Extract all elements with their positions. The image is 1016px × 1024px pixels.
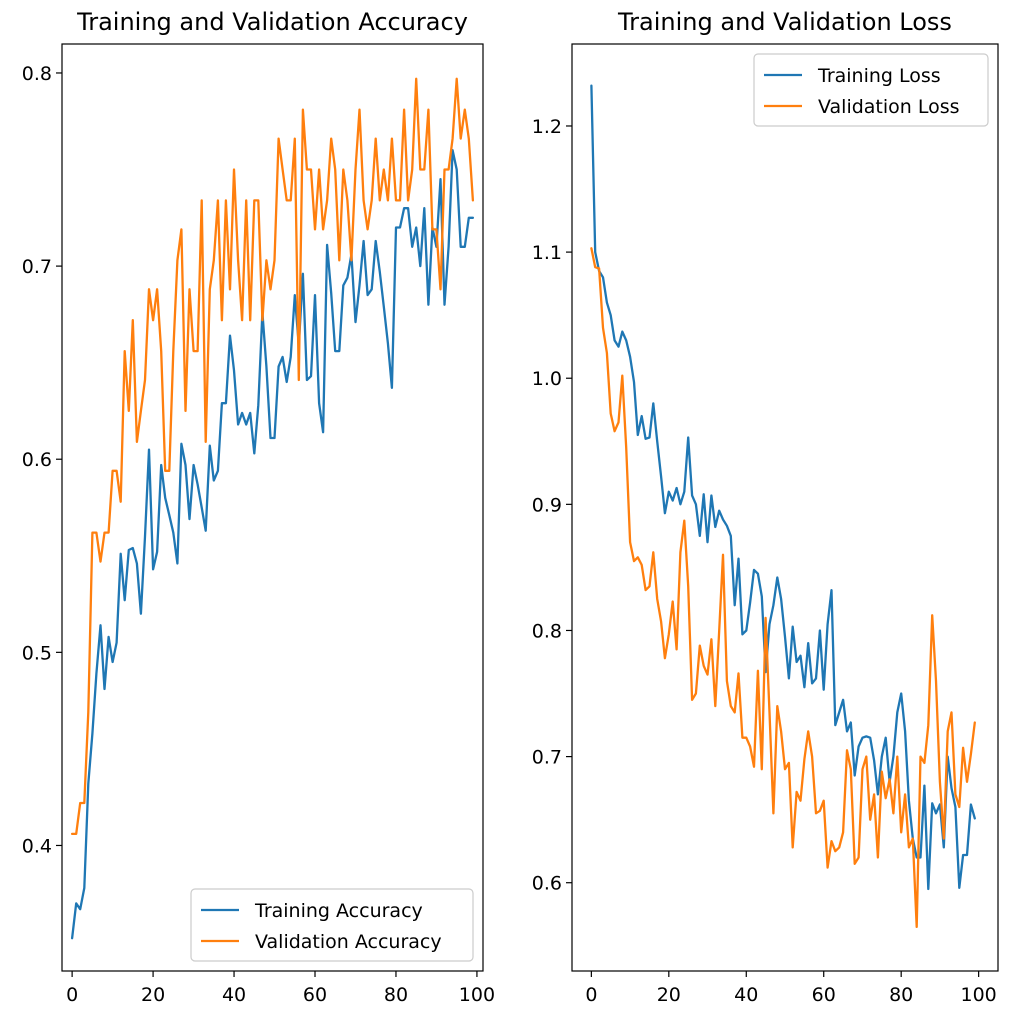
axes-frame [571,43,999,972]
legend-item-training-accuracy: Training Accuracy [201,900,423,922]
legend-label: Validation Loss [818,96,960,118]
x-tick-label: 80 [384,984,408,1006]
axes-frame [61,43,484,972]
y-tick-label: 0.8 [22,63,52,85]
accuracy-chart: Training and Validation Accuracy 0 20 40 60 8… [22,8,495,1006]
legend-label: Training Loss [817,65,941,87]
y-tick-label: 0.7 [532,747,562,769]
y-tick-label: 0.4 [22,835,52,857]
y-tick-label: 0.6 [532,873,562,895]
y-tick-label: 0.9 [532,494,562,516]
x-tick-label: 100 [459,984,495,1006]
y-tick-label: 0.8 [532,620,562,642]
legend: Training Loss Validation Loss [753,53,989,127]
x-tick-label: 100 [961,984,997,1006]
x-tick-label: 60 [303,984,327,1006]
series-line-training-accuracy [70,149,475,940]
chart-title: Training and Validation Loss [617,8,952,36]
loss-chart: Training and Validation Loss 0 20 40 60 80 100… [532,8,999,1006]
y-tick-label: 0.5 [22,642,52,664]
y-tick-label: 1.0 [532,368,562,390]
y-tick-label: 0.7 [22,256,52,278]
x-tick-label: 60 [812,984,836,1006]
x-tick-label: 20 [141,984,165,1006]
series-line-training-loss [590,84,976,891]
series-line-validation-loss [590,247,976,929]
x-tick-label: 20 [657,984,681,1006]
legend: Training Accuracy Validation Accuracy [190,888,474,962]
x-tick-label: 40 [734,984,758,1006]
x-tick-label: 40 [222,984,246,1006]
chart-title: Training and Validation Accuracy [76,8,468,36]
y-tick-label: 1.1 [532,242,562,264]
legend-label: Training Accuracy [254,900,423,922]
x-tick-label: 0 [585,984,597,1006]
x-tick-label: 0 [66,984,78,1006]
legend-box [753,53,989,127]
x-tick-label: 80 [889,984,913,1006]
legend-label: Validation Accuracy [255,931,442,953]
y-tick-label: 1.2 [532,116,562,138]
series-line-validation-accuracy [70,77,475,836]
legend-item-validation-accuracy: Validation Accuracy [201,931,442,953]
legend-item-training-loss: Training Loss [764,65,941,87]
legend-box [190,888,474,962]
y-tick-label: 0.6 [22,449,52,471]
legend-item-validation-loss: Validation Loss [764,96,960,118]
